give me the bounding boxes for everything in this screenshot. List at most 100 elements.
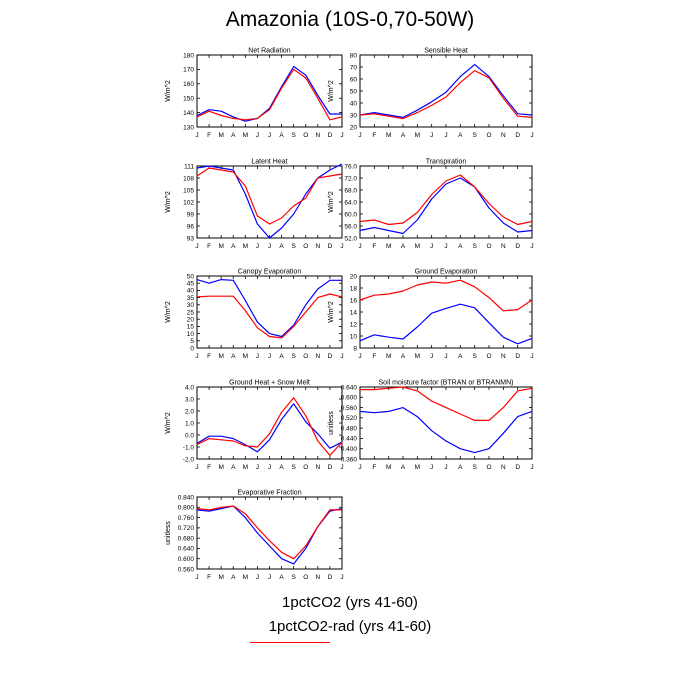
series-line-2 <box>359 69 533 120</box>
x-tick-label: J <box>195 353 198 360</box>
x-tick-label: A <box>458 243 463 250</box>
x-tick-label: A <box>279 574 284 581</box>
y-tick-label: 0.560 <box>178 566 195 573</box>
y-tick-label: 52.0 <box>344 235 357 242</box>
y-tick-label: 0.0 <box>185 432 194 439</box>
x-tick-label: O <box>303 243 308 250</box>
x-tick-label: M <box>386 243 391 250</box>
series-line-1 <box>196 163 343 239</box>
x-tick-label: F <box>372 243 376 250</box>
series-line-2 <box>359 279 533 312</box>
x-tick-label: N <box>501 243 506 250</box>
x-tick-label: J <box>268 243 271 250</box>
y-tick-label: 0.640 <box>341 384 358 391</box>
y-tick-label: 0.840 <box>178 494 195 501</box>
x-tick-label: J <box>195 132 198 139</box>
x-tick-label: J <box>358 353 361 360</box>
x-tick-label: S <box>472 243 477 250</box>
chart-title: Ground Heat + Snow Melt <box>229 380 310 387</box>
y-tick-label: 0.480 <box>341 425 358 432</box>
series-line-1 <box>196 505 343 565</box>
chart-title: Sensible Heat <box>424 48 468 55</box>
x-tick-label: N <box>315 353 320 360</box>
y-tick-label: 5 <box>190 338 194 345</box>
y-tick-label: 0.680 <box>178 535 195 542</box>
plot-frame <box>196 54 343 128</box>
x-tick-label: J <box>444 132 447 139</box>
y-tick-label: 18 <box>350 285 358 292</box>
x-tick-label: J <box>195 464 198 471</box>
y-tick-label: 40 <box>350 100 358 107</box>
series-line-1 <box>359 407 533 454</box>
x-tick-label: J <box>444 243 447 250</box>
x-tick-label: M <box>218 464 223 471</box>
series-line-2 <box>359 174 533 226</box>
x-tick-label: D <box>328 574 333 581</box>
y-tick-label: 30 <box>187 302 195 309</box>
x-tick-label: J <box>340 353 343 360</box>
x-tick-label: M <box>243 132 248 139</box>
legend-entry-2: 1pctCO2-rad (yrs 41-60) <box>268 618 432 635</box>
y-tick-label: 160 <box>183 81 194 88</box>
y-tick-label: 0.800 <box>178 505 195 512</box>
legend-swatch-2 <box>250 642 330 643</box>
x-tick-label: S <box>291 464 296 471</box>
x-tick-label: N <box>315 132 320 139</box>
x-tick-label: M <box>415 132 420 139</box>
x-tick-label: O <box>303 132 308 139</box>
x-tick-label: J <box>195 574 198 581</box>
y-tick-label: 20 <box>187 317 195 324</box>
y-tick-label: -2.0 <box>183 456 195 463</box>
x-tick-label: M <box>415 243 420 250</box>
x-tick-label: A <box>401 243 406 250</box>
y-tick-label: 12 <box>350 321 358 328</box>
series-line-1 <box>196 279 342 338</box>
y-tick-label: 70 <box>350 64 358 71</box>
x-tick-label: F <box>207 464 211 471</box>
x-tick-label: N <box>315 464 320 471</box>
x-tick-label: O <box>486 353 491 360</box>
y-tick-label: 102 <box>183 199 194 206</box>
chart-title: Net Radiation <box>248 48 291 55</box>
series-line-2 <box>196 167 343 225</box>
x-tick-label: J <box>430 243 433 250</box>
x-tick-label: N <box>501 353 506 360</box>
y-tick-label: -1.0 <box>183 444 195 451</box>
y-tick-label: 80 <box>350 52 358 59</box>
y-axis-label: unitless <box>328 411 335 435</box>
x-tick-label: O <box>486 243 491 250</box>
series-line-2 <box>196 397 343 456</box>
x-tick-label: N <box>315 574 320 581</box>
y-axis-label: W/m^2 <box>328 191 335 213</box>
x-tick-label: J <box>530 132 533 139</box>
y-tick-label: 170 <box>183 67 194 74</box>
series-line-2 <box>196 293 343 339</box>
x-tick-label: D <box>328 353 333 360</box>
x-tick-label: M <box>218 243 223 250</box>
x-tick-label: A <box>231 574 236 581</box>
chart-title: Latent Heat <box>251 159 287 166</box>
plot-frame <box>359 386 533 460</box>
x-tick-label: J <box>358 132 361 139</box>
x-tick-label: J <box>340 243 343 250</box>
x-tick-label: A <box>231 464 236 471</box>
x-tick-label: F <box>207 574 211 581</box>
y-tick-label: 0.640 <box>178 546 195 553</box>
x-tick-label: D <box>515 132 520 139</box>
x-tick-label: D <box>328 132 333 139</box>
y-tick-label: 14 <box>350 309 358 316</box>
chart-panel-8: Soil moisture factor (BTRAN or BTRANMN) J… <box>328 380 534 472</box>
x-tick-label: O <box>303 464 308 471</box>
x-tick-label: A <box>231 243 236 250</box>
x-tick-label: M <box>386 132 391 139</box>
x-tick-label: J <box>430 132 433 139</box>
y-tick-label: 111 <box>184 163 194 170</box>
x-tick-label: A <box>279 132 284 139</box>
y-tick-label: 64.0 <box>344 199 357 206</box>
y-tick-label: 4.0 <box>185 384 194 391</box>
chart-title: Soil moisture factor (BTRAN or BTRANMN) <box>379 380 514 387</box>
y-tick-label: 2.0 <box>185 408 194 415</box>
x-tick-label: F <box>207 243 211 250</box>
